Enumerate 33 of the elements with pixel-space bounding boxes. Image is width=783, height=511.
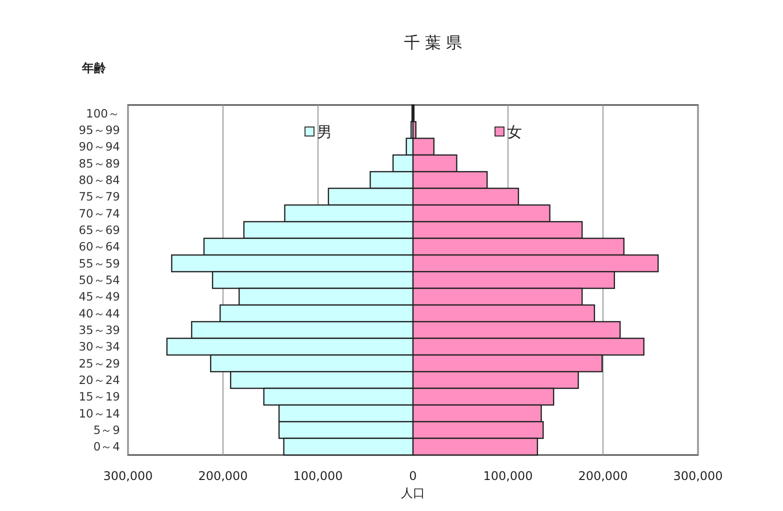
x-tick-label: 100,000 xyxy=(293,469,343,483)
x-tick-label: 100,000 xyxy=(483,469,533,483)
y-tick-label: 45～49 xyxy=(78,290,120,304)
y-tick-label: 60～64 xyxy=(78,240,120,254)
y-tick-label: 85～89 xyxy=(78,156,120,170)
legend-label: 女 xyxy=(507,123,522,141)
y-axis-title: 年齢 xyxy=(81,61,107,75)
y-tick-label: 100～ xyxy=(86,106,120,120)
y-tick-label: 5～9 xyxy=(93,423,120,437)
y-tick-label: 35～39 xyxy=(78,323,120,337)
y-tick-label: 65～69 xyxy=(78,223,120,237)
y-tick-label: 95～99 xyxy=(78,123,120,137)
x-tick-label: 200,000 xyxy=(198,469,248,483)
chart-title: 千 葉 県 xyxy=(404,33,462,52)
y-tick-label: 75～79 xyxy=(78,190,120,204)
y-tick-label: 50～54 xyxy=(78,273,120,287)
x-tick-label: 0 xyxy=(409,469,417,483)
y-tick-label: 25～29 xyxy=(78,356,120,370)
y-tick-label: 0～4 xyxy=(93,440,120,454)
x-tick-label: 300,000 xyxy=(103,469,153,483)
y-tick-label: 90～94 xyxy=(78,140,120,154)
y-tick-label: 70～74 xyxy=(78,206,120,220)
legend-label: 男 xyxy=(317,123,332,141)
x-tick-label: 300,000 xyxy=(673,469,723,483)
y-tick-label: 10～14 xyxy=(78,406,120,420)
y-tick-label: 20～24 xyxy=(78,373,120,387)
y-tick-label: 80～84 xyxy=(78,173,120,187)
y-tick-label: 55～59 xyxy=(78,256,120,270)
y-tick-label: 40～44 xyxy=(78,306,120,320)
y-tick-label: 15～19 xyxy=(78,390,120,404)
y-tick-label: 30～34 xyxy=(78,340,120,354)
x-tick-label: 200,000 xyxy=(578,469,628,483)
x-axis-title: 人口 xyxy=(401,486,425,500)
